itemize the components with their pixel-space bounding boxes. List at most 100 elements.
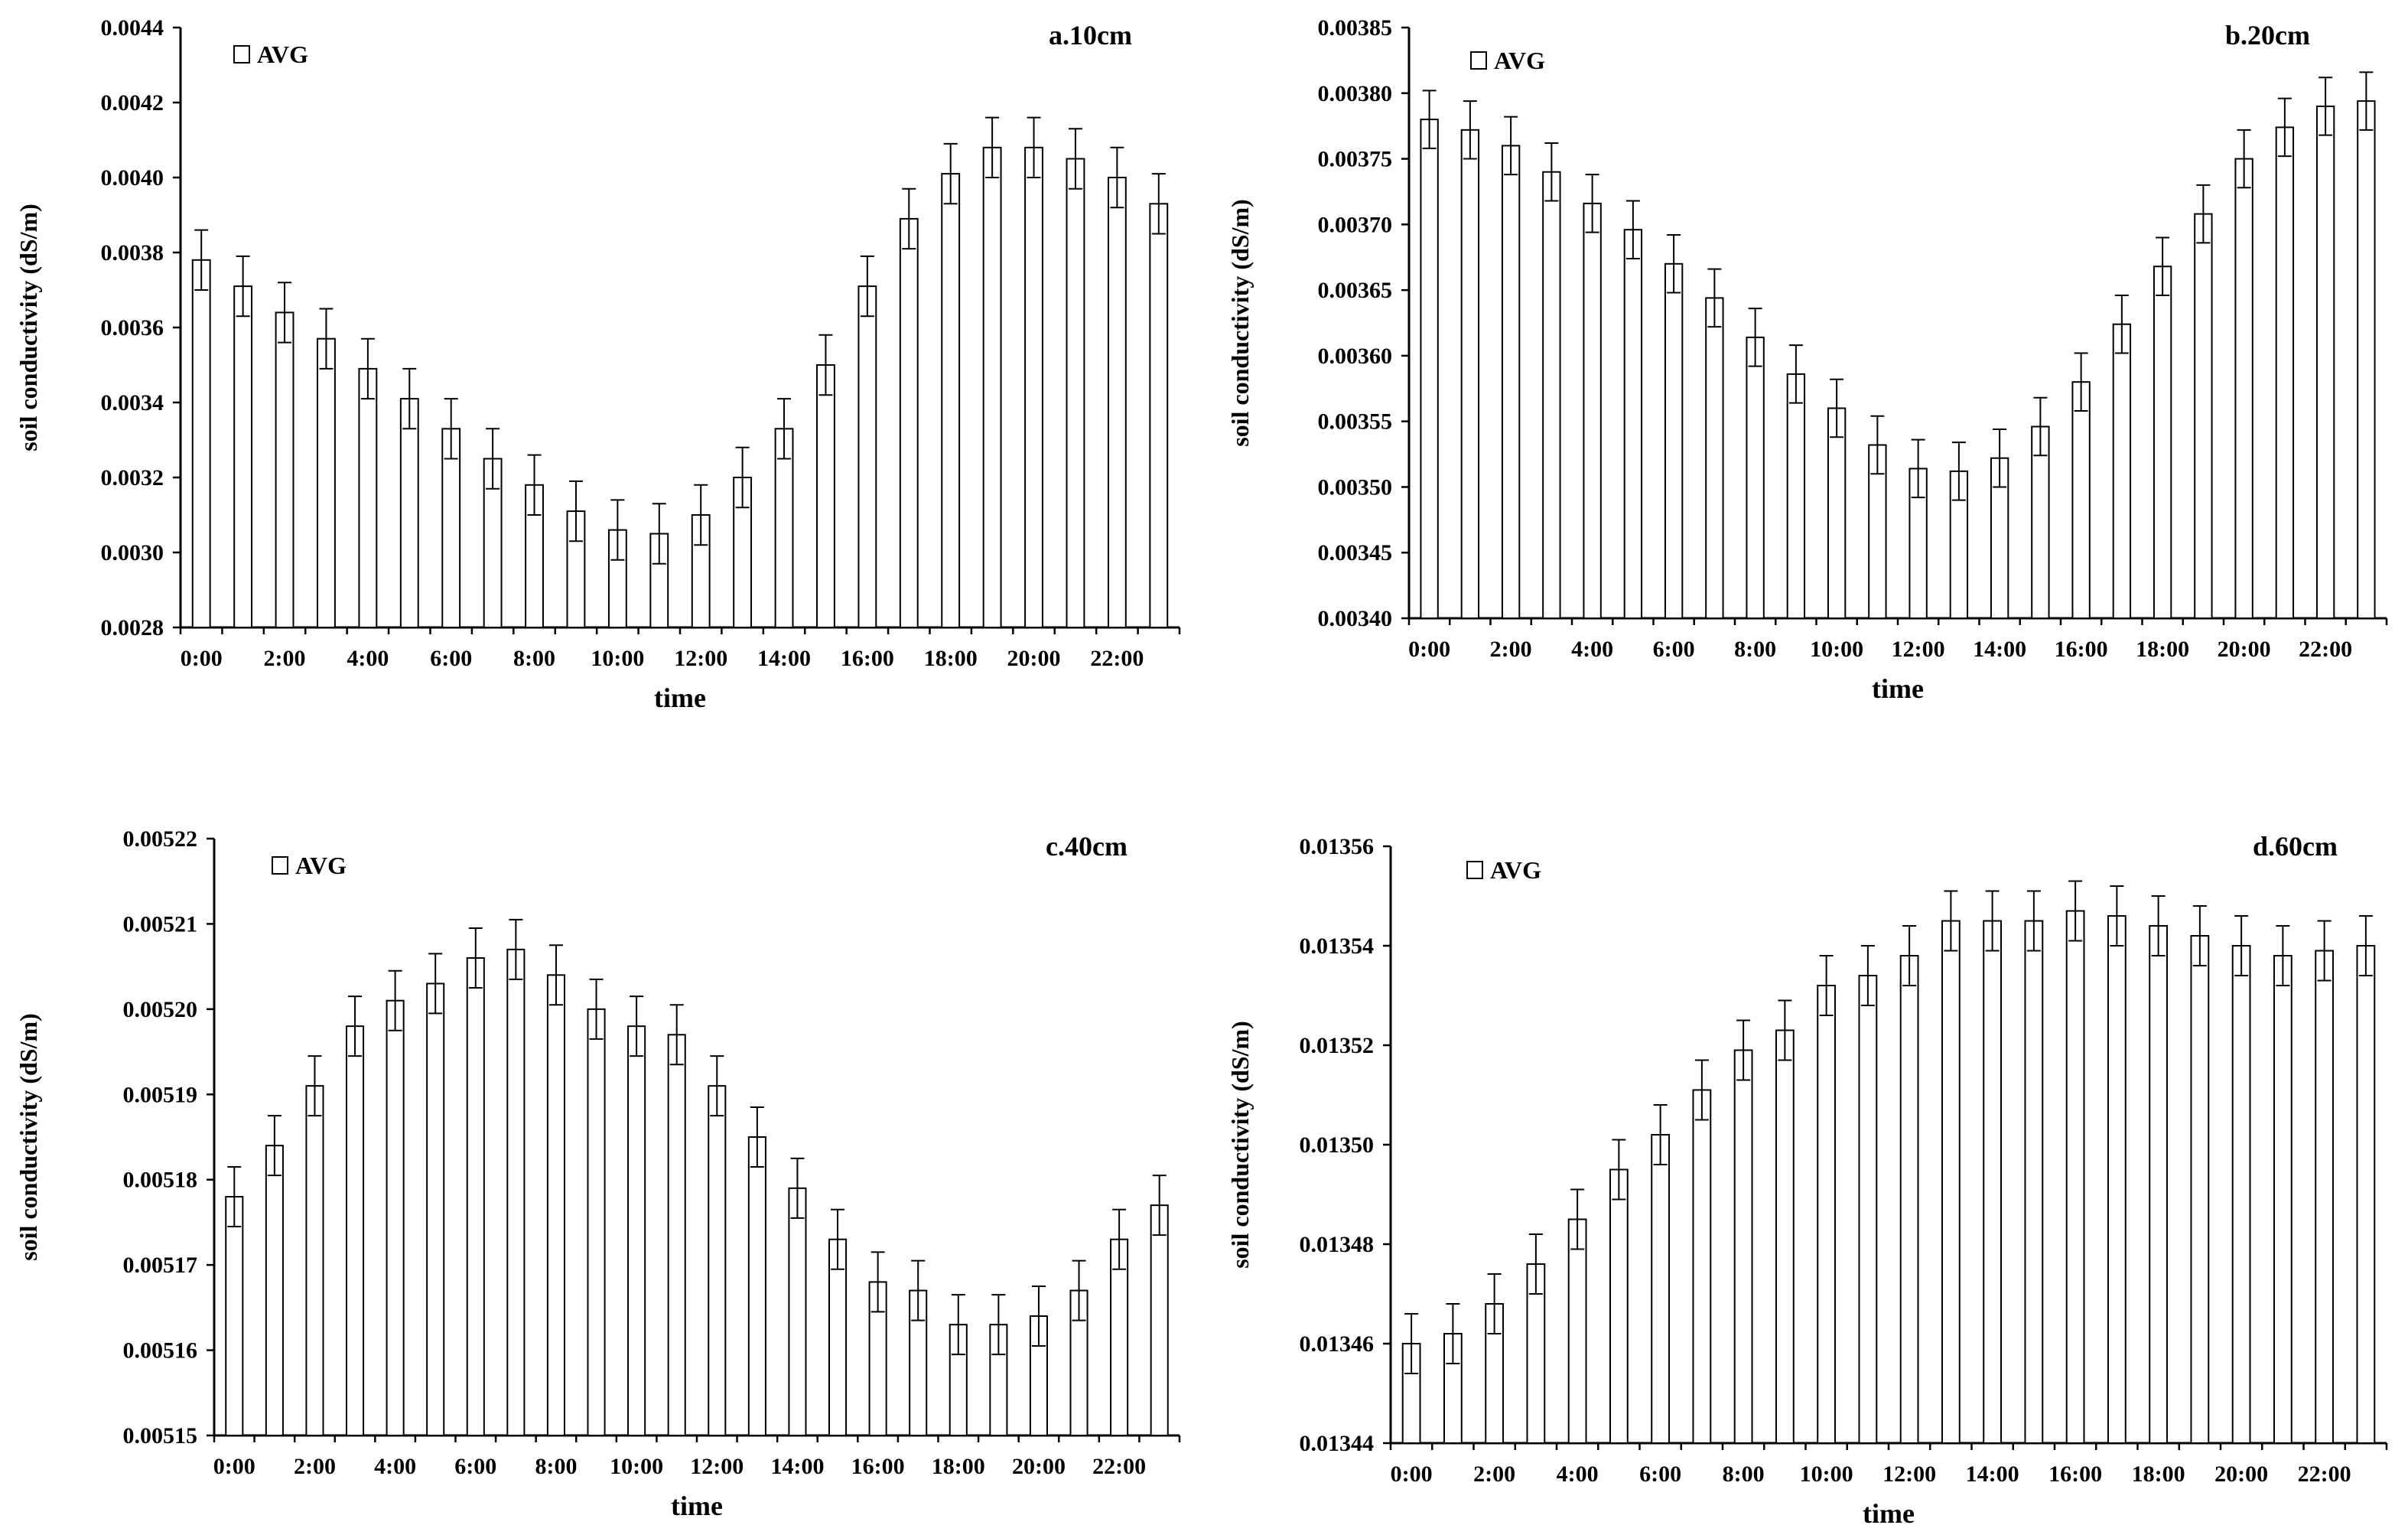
bar [2315, 950, 2335, 1444]
x-tick-label: 20:00 [1012, 1454, 1066, 1479]
x-tick-label: 8:00 [1723, 1461, 1765, 1487]
bar [546, 974, 566, 1437]
bar [1501, 145, 1521, 619]
x-tick-label: 12:00 [674, 646, 727, 671]
bar [358, 367, 378, 628]
bar [2149, 925, 2169, 1444]
y-tick-label: 0.00365 [1318, 278, 1393, 303]
bar [1420, 119, 1439, 620]
y-tick-label: 0.01346 [1300, 1331, 1375, 1357]
x-axis-label: time [671, 1491, 723, 1521]
panel-d-60cm: 0.01344 0.01346 0.01348 0.01350 0.01352 0.013… [1226, 831, 2388, 1529]
y-tick-label: 0.00519 [123, 1082, 198, 1107]
bar [345, 1025, 365, 1436]
y-tick-label: 0.0042 [101, 90, 164, 116]
bar [426, 982, 445, 1436]
y-axis-label: soil conductivity (dS/m) [15, 1013, 42, 1261]
bar [747, 1136, 766, 1436]
bar [2234, 158, 2253, 620]
bar [587, 1008, 606, 1437]
x-axis-label: time [654, 683, 706, 713]
legend-label: AVG [257, 41, 308, 68]
x-tick-label: 10:00 [1810, 637, 1863, 662]
panel-title: c.40cm [1046, 831, 1128, 862]
x-tick-label: 20:00 [1007, 646, 1061, 671]
x-tick-label: 14:00 [1966, 1461, 2019, 1487]
x-tick-label: 10:00 [1800, 1461, 1853, 1487]
bar [1746, 336, 1765, 619]
y-tick-label: 0.0034 [101, 390, 164, 415]
x-tick-label: 8:00 [1734, 637, 1776, 662]
x-tick-label: 12:00 [1892, 637, 1945, 662]
bar [1858, 975, 1878, 1444]
x-tick-label: 18:00 [2132, 1461, 2185, 1487]
x-tick-label: 22:00 [2298, 1461, 2351, 1487]
bar [1150, 1204, 1169, 1436]
bar [317, 337, 336, 628]
x-axis-label: time [1872, 673, 1924, 704]
bar [1775, 1029, 1795, 1444]
x-tick-label: 22:00 [1090, 646, 1144, 671]
bar [788, 1187, 807, 1437]
bar [1983, 920, 2003, 1444]
legend-swatch [1470, 51, 1487, 70]
y-tick-label: 0.01352 [1300, 1033, 1375, 1058]
bar [399, 398, 419, 628]
panel-title: b.20cm [2225, 20, 2310, 51]
bar [941, 173, 961, 629]
bar [1567, 1218, 1587, 1444]
bar [1149, 203, 1169, 628]
y-tick-label: 0.0040 [101, 165, 164, 191]
bar [2315, 105, 2335, 619]
y-tick-label: 0.0038 [101, 240, 164, 266]
legend-swatch [233, 45, 250, 64]
x-tick-label: 22:00 [2299, 637, 2352, 662]
y-tick-label: 0.0044 [101, 15, 164, 41]
y-tick-label: 0.01356 [1300, 834, 1375, 859]
x-tick-label: 0:00 [181, 646, 223, 671]
bar [2153, 266, 2172, 619]
panel-title: a.10cm [1049, 20, 1132, 51]
legend-label: AVG [295, 852, 347, 879]
x-tick-label: 18:00 [932, 1454, 985, 1479]
bar [667, 1034, 686, 1437]
bar [2024, 920, 2044, 1444]
bar [1941, 920, 1961, 1444]
bar [857, 285, 877, 628]
panel-a-10cm: 0.0028 0.0030 0.0032 0.0034 0.0036 0.0038 0.00… [15, 15, 1181, 713]
x-tick-label: 14:00 [757, 646, 811, 671]
x-tick-label: 20:00 [2218, 637, 2271, 662]
bar [2107, 915, 2127, 1444]
y-tick-label: 0.0036 [101, 315, 164, 341]
y-tick-label: 0.00360 [1318, 344, 1393, 369]
bar [2275, 126, 2295, 620]
x-tick-label: 4:00 [347, 646, 389, 671]
y-axis-label: soil conductivity (dS/m) [1226, 199, 1254, 447]
y-tick-label: 0.00350 [1318, 474, 1393, 500]
x-tick-label: 12:00 [690, 1454, 744, 1479]
bar [2071, 381, 2091, 619]
bar [2194, 213, 2213, 619]
x-tick-label: 0:00 [1408, 637, 1450, 662]
bar [1817, 985, 1837, 1444]
bar [191, 259, 211, 628]
x-tick-label: 8:00 [535, 1454, 577, 1479]
x-tick-label: 2:00 [264, 646, 306, 671]
y-tick-label: 0.01354 [1300, 934, 1375, 959]
y-tick-label: 0.00370 [1318, 212, 1393, 237]
x-tick-label: 0:00 [1391, 1461, 1433, 1487]
y-tick-label: 0.00518 [123, 1168, 198, 1193]
legend-swatch [1466, 861, 1483, 879]
bar [506, 948, 526, 1437]
x-tick-label: 6:00 [430, 646, 472, 671]
x-tick-label: 8:00 [513, 646, 555, 671]
x-axis-label: time [1863, 1498, 1915, 1529]
y-tick-label: 0.00345 [1318, 540, 1393, 565]
x-tick-label: 16:00 [841, 646, 894, 671]
x-tick-label: 6:00 [1639, 1461, 1681, 1487]
x-tick-label: 4:00 [374, 1454, 416, 1479]
y-axis-label: soil conductivity (dS/m) [15, 204, 42, 451]
legend-label: AVG [1490, 856, 1541, 884]
bar [1024, 146, 1043, 629]
